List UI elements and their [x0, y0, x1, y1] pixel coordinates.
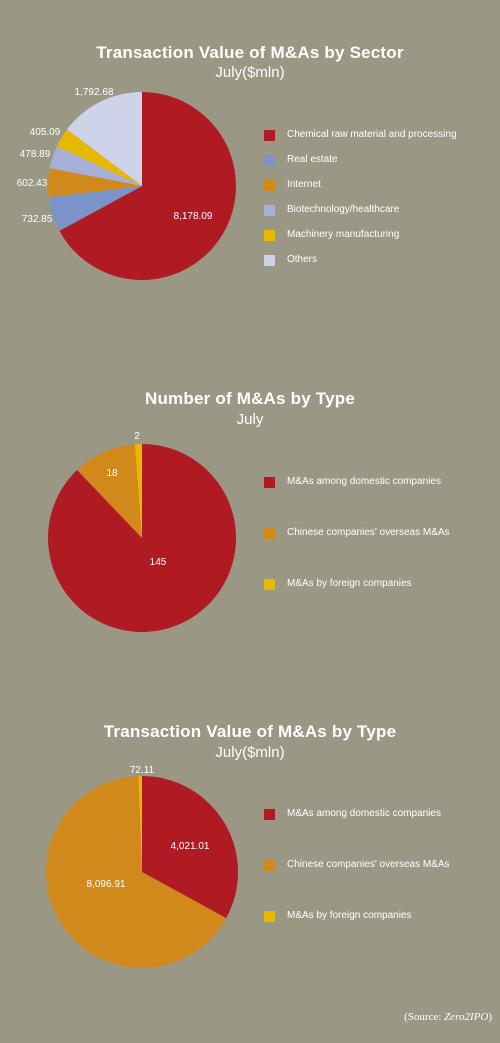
chart-title: Transaction Value of M&As by Type	[103, 722, 397, 741]
legend-swatch	[264, 809, 275, 820]
pie-chart: 4,021.01 8,096.91 72.11	[45, 765, 238, 969]
legend-swatch	[264, 205, 275, 216]
data-label: 8,096.91	[87, 879, 126, 890]
pie-slice-chinese-companies-overseas-m-as	[77, 444, 142, 538]
source-prefix: (Source:	[404, 1011, 445, 1023]
legend-label: Chinese companies' overseas M&As	[287, 859, 450, 870]
legend-swatch	[264, 528, 275, 539]
chart-sector-value: Transaction Value of M&As by Sector July…	[0, 0, 500, 320]
legend-label: Machinery manufacturing	[287, 229, 400, 240]
chart-title: Number of M&As by Type	[145, 389, 355, 408]
data-label: 72.11	[130, 765, 155, 776]
pie-slice-others	[66, 92, 142, 186]
legend-swatch	[264, 911, 275, 922]
legend-label: Others	[287, 254, 318, 265]
legend-label: Chemical raw material and processing	[287, 129, 457, 140]
legend-label: M&As among domestic companies	[287, 476, 441, 487]
legend-swatch	[264, 230, 275, 241]
chart-subtitle: July($mln)	[215, 64, 285, 81]
legend-label: M&As by foreign companies	[287, 910, 412, 921]
data-label: 1,792.68	[75, 87, 114, 98]
legend-swatch	[264, 130, 275, 141]
chart-type-value: Transaction Value of M&As by Type July($…	[45, 722, 450, 969]
pie-slice-m-as-by-foreign-companies	[134, 444, 142, 538]
pie-slice-m-as-among-domestic-companies	[142, 776, 238, 919]
data-label: 478.89	[20, 149, 51, 160]
data-label: 2	[134, 431, 140, 442]
legend-swatch	[264, 860, 275, 871]
legend-swatch	[264, 579, 275, 590]
legend-label: Chinese companies' overseas M&As	[287, 527, 450, 538]
legend-swatch	[264, 255, 275, 266]
source-suffix: )	[488, 1011, 492, 1023]
pie-slice-internet	[47, 168, 142, 198]
chart-subtitle: July	[236, 411, 264, 428]
pie-slice-chinese-companies-overseas-m-as	[45, 776, 227, 969]
legend-label: Biotechnology/healthcare	[287, 204, 400, 215]
pie-slice-m-as-among-domestic-companies	[48, 444, 237, 632]
pie-slice-m-as-by-foreign-companies	[138, 776, 142, 872]
pie-chart: 145 18 2	[48, 431, 237, 632]
data-label: 4,021.01	[171, 841, 210, 852]
data-label: 145	[150, 557, 167, 568]
legend-label: Internet	[287, 179, 321, 190]
data-label: 732.85	[22, 214, 53, 225]
source-note: (Source: Zero2IPO)	[404, 1011, 492, 1023]
pie-slice-machinery-manufacturing	[56, 129, 142, 186]
chart-type-count: Number of M&As by Type July 145 18 2 M&As …	[48, 389, 450, 632]
pie-slice-chemical-raw-material-and-processing	[59, 92, 236, 280]
pie-slice-real-estate	[48, 186, 143, 231]
data-label: 602.43	[17, 178, 48, 189]
legend-swatch	[264, 477, 275, 488]
data-label: 18	[106, 468, 118, 479]
source-name: Zero2IPO	[444, 1011, 489, 1023]
legend-swatch	[264, 180, 275, 191]
pie-chart: 8,178.09 732.85 602.43 478.89 405.09 1,792.68	[17, 87, 236, 280]
data-label: 405.09	[30, 127, 61, 138]
legend-label: M&As by foreign companies	[287, 578, 412, 589]
legend-swatch	[264, 155, 275, 166]
chart-subtitle: July($mln)	[215, 744, 285, 761]
legend-label: Real estate	[287, 154, 338, 165]
pie-slice-biotechnology-healthcare	[49, 146, 142, 186]
chart-title: Transaction Value of M&As by Sector	[96, 43, 404, 62]
data-label: 8,178.09	[174, 211, 213, 222]
legend-label: M&As among domestic companies	[287, 808, 441, 819]
